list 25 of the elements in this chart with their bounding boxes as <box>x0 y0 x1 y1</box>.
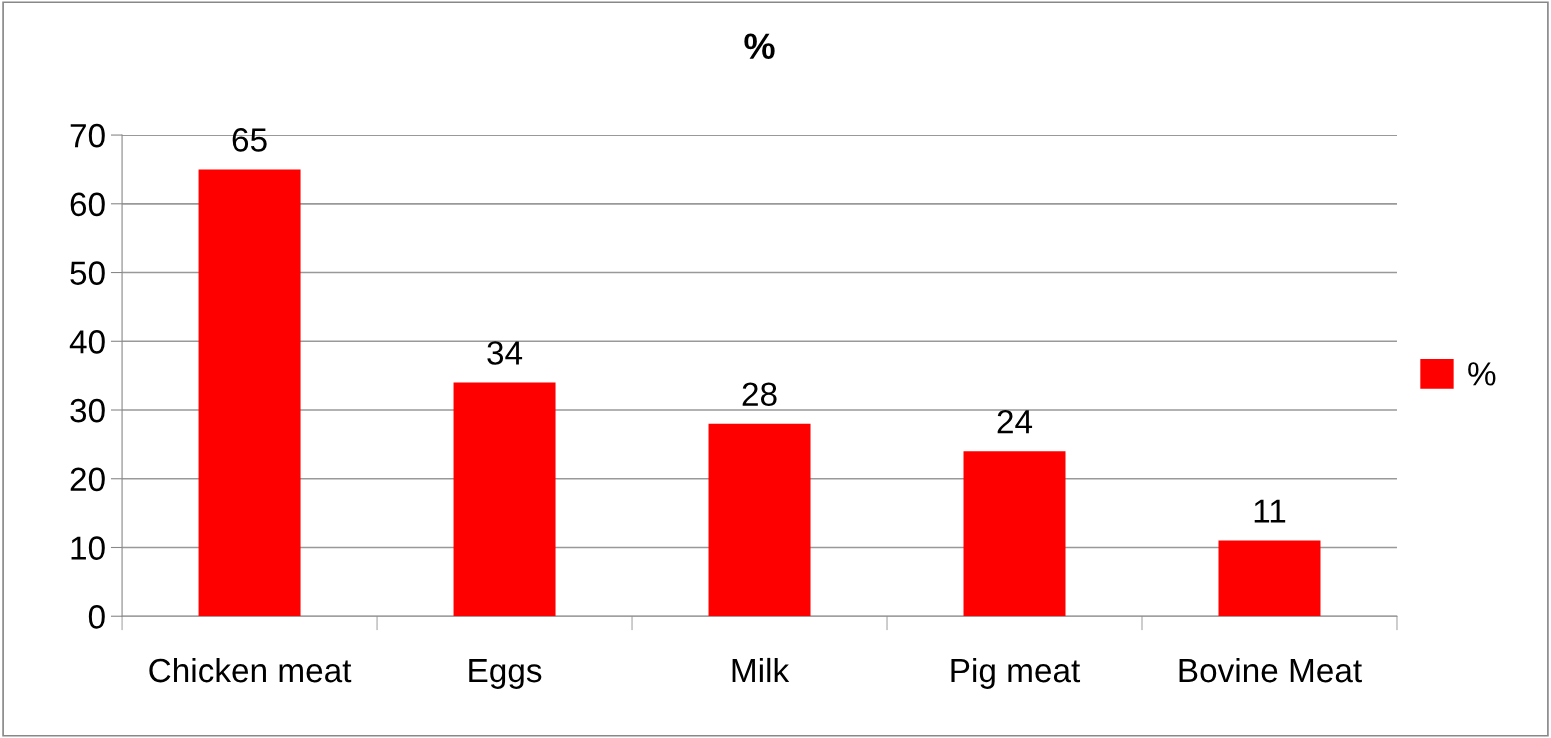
x-tick-label: Chicken meat <box>149 657 352 683</box>
bar <box>708 423 811 617</box>
y-tick-label: 30 <box>70 398 105 423</box>
data-label: 65 <box>232 128 267 152</box>
bar <box>963 451 1066 617</box>
y-tick-label: 40 <box>69 330 105 354</box>
legend-label: % <box>1468 362 1496 386</box>
data-label: 34 <box>487 341 523 365</box>
x-tick-label: Milk <box>732 657 790 683</box>
x-tick-label: Bovine Meat <box>1179 657 1362 683</box>
y-tick-label: 20 <box>70 467 105 492</box>
y-tick-label: 0 <box>88 605 105 629</box>
y-tick-label: 10 <box>71 536 105 560</box>
y-tick-label: 70 <box>70 123 105 148</box>
bar <box>453 382 556 617</box>
data-label: 24 <box>997 409 1033 434</box>
y-tick-label: 60 <box>70 192 105 217</box>
data-label: 11 <box>1254 499 1286 523</box>
x-tick-label: Pig meat <box>951 657 1081 689</box>
data-label: 28 <box>742 382 777 407</box>
x-tick-label: Eggs <box>469 659 542 689</box>
y-tick-label: 50 <box>70 261 105 285</box>
bar <box>198 169 301 617</box>
bar <box>1218 540 1321 617</box>
chart-title: % <box>744 33 775 59</box>
